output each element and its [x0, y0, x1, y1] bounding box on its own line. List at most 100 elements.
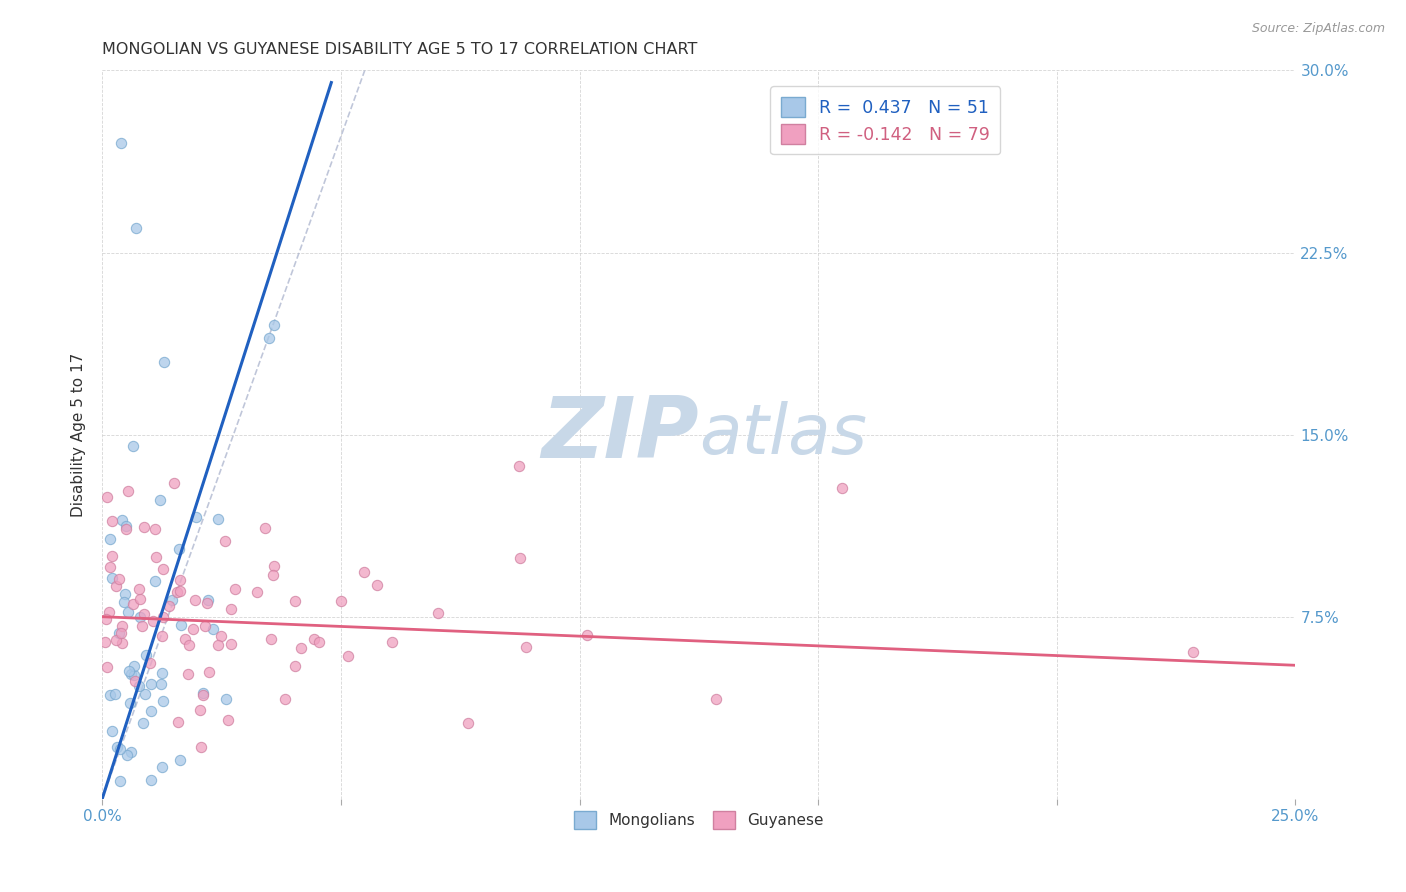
- Point: [219, 637, 242, 651]
- Point: [96, 612, 118, 626]
- Point: [224, 582, 246, 596]
- Point: [193, 686, 215, 700]
- Point: [366, 578, 388, 592]
- Point: [177, 666, 200, 681]
- Point: [108, 626, 131, 640]
- Point: [139, 704, 162, 718]
- Point: [330, 594, 353, 608]
- Point: [110, 636, 132, 650]
- Point: [1182, 645, 1205, 659]
- Point: [337, 648, 360, 663]
- Point: [353, 565, 375, 579]
- Point: [302, 632, 325, 646]
- Point: [141, 677, 163, 691]
- Point: [150, 665, 173, 680]
- Point: [122, 659, 145, 673]
- Point: [98, 560, 121, 574]
- Point: [149, 677, 172, 691]
- Point: [132, 715, 155, 730]
- Point: [191, 689, 214, 703]
- Text: Source: ZipAtlas.com: Source: ZipAtlas.com: [1251, 22, 1385, 36]
- Point: [135, 648, 157, 662]
- Point: [100, 514, 122, 528]
- Point: [108, 573, 131, 587]
- Point: [114, 595, 136, 609]
- Point: [508, 458, 530, 473]
- Point: [263, 558, 285, 573]
- Point: [290, 641, 312, 656]
- Point: [111, 513, 134, 527]
- Point: [128, 679, 150, 693]
- Point: [110, 626, 132, 640]
- Point: [167, 542, 190, 557]
- Point: [167, 715, 190, 730]
- Point: [120, 667, 142, 681]
- Point: [122, 439, 145, 453]
- Point: [215, 691, 238, 706]
- Point: [457, 716, 479, 731]
- Point: [254, 521, 277, 535]
- Point: [121, 597, 143, 611]
- Point: [105, 740, 128, 755]
- Point: [110, 136, 132, 151]
- Point: [101, 549, 124, 563]
- Point: [114, 518, 136, 533]
- Point: [139, 772, 162, 787]
- Point: [179, 638, 201, 652]
- Point: [108, 774, 131, 789]
- Point: [174, 632, 197, 647]
- Point: [169, 583, 191, 598]
- Point: [120, 696, 142, 710]
- Point: [263, 318, 285, 333]
- Point: [104, 687, 127, 701]
- Point: [114, 587, 136, 601]
- Text: atlas: atlas: [699, 401, 868, 468]
- Point: [124, 674, 146, 689]
- Point: [143, 574, 166, 588]
- Point: [162, 592, 184, 607]
- Point: [831, 481, 853, 495]
- Point: [142, 615, 165, 629]
- Point: [190, 740, 212, 755]
- Point: [284, 594, 307, 608]
- Point: [214, 534, 236, 549]
- Point: [117, 605, 139, 619]
- Point: [194, 619, 217, 633]
- Point: [152, 694, 174, 708]
- Point: [426, 606, 449, 620]
- Point: [150, 629, 173, 643]
- Point: [217, 713, 239, 727]
- Point: [704, 692, 727, 706]
- Point: [274, 692, 297, 706]
- Y-axis label: Disability Age 5 to 17: Disability Age 5 to 17: [72, 352, 86, 516]
- Point: [122, 668, 145, 682]
- Point: [129, 609, 152, 624]
- Point: [207, 638, 229, 652]
- Point: [128, 591, 150, 606]
- Point: [166, 585, 188, 599]
- Point: [197, 593, 219, 607]
- Point: [145, 549, 167, 564]
- Point: [120, 745, 142, 759]
- Point: [115, 522, 138, 536]
- Point: [152, 561, 174, 575]
- Point: [575, 628, 598, 642]
- Point: [170, 618, 193, 632]
- Point: [198, 665, 221, 679]
- Point: [150, 760, 173, 774]
- Point: [110, 742, 132, 756]
- Point: [134, 688, 156, 702]
- Point: [202, 622, 225, 636]
- Point: [149, 493, 172, 508]
- Point: [97, 605, 120, 619]
- Point: [139, 656, 162, 670]
- Point: [163, 476, 186, 491]
- Text: MONGOLIAN VS GUYANESE DISABILITY AGE 5 TO 17 CORRELATION CHART: MONGOLIAN VS GUYANESE DISABILITY AGE 5 T…: [103, 42, 697, 57]
- Point: [101, 571, 124, 585]
- Point: [98, 533, 121, 547]
- Point: [132, 520, 155, 534]
- Point: [118, 664, 141, 678]
- Point: [262, 568, 284, 582]
- Text: ZIP: ZIP: [541, 393, 699, 476]
- Point: [308, 635, 330, 649]
